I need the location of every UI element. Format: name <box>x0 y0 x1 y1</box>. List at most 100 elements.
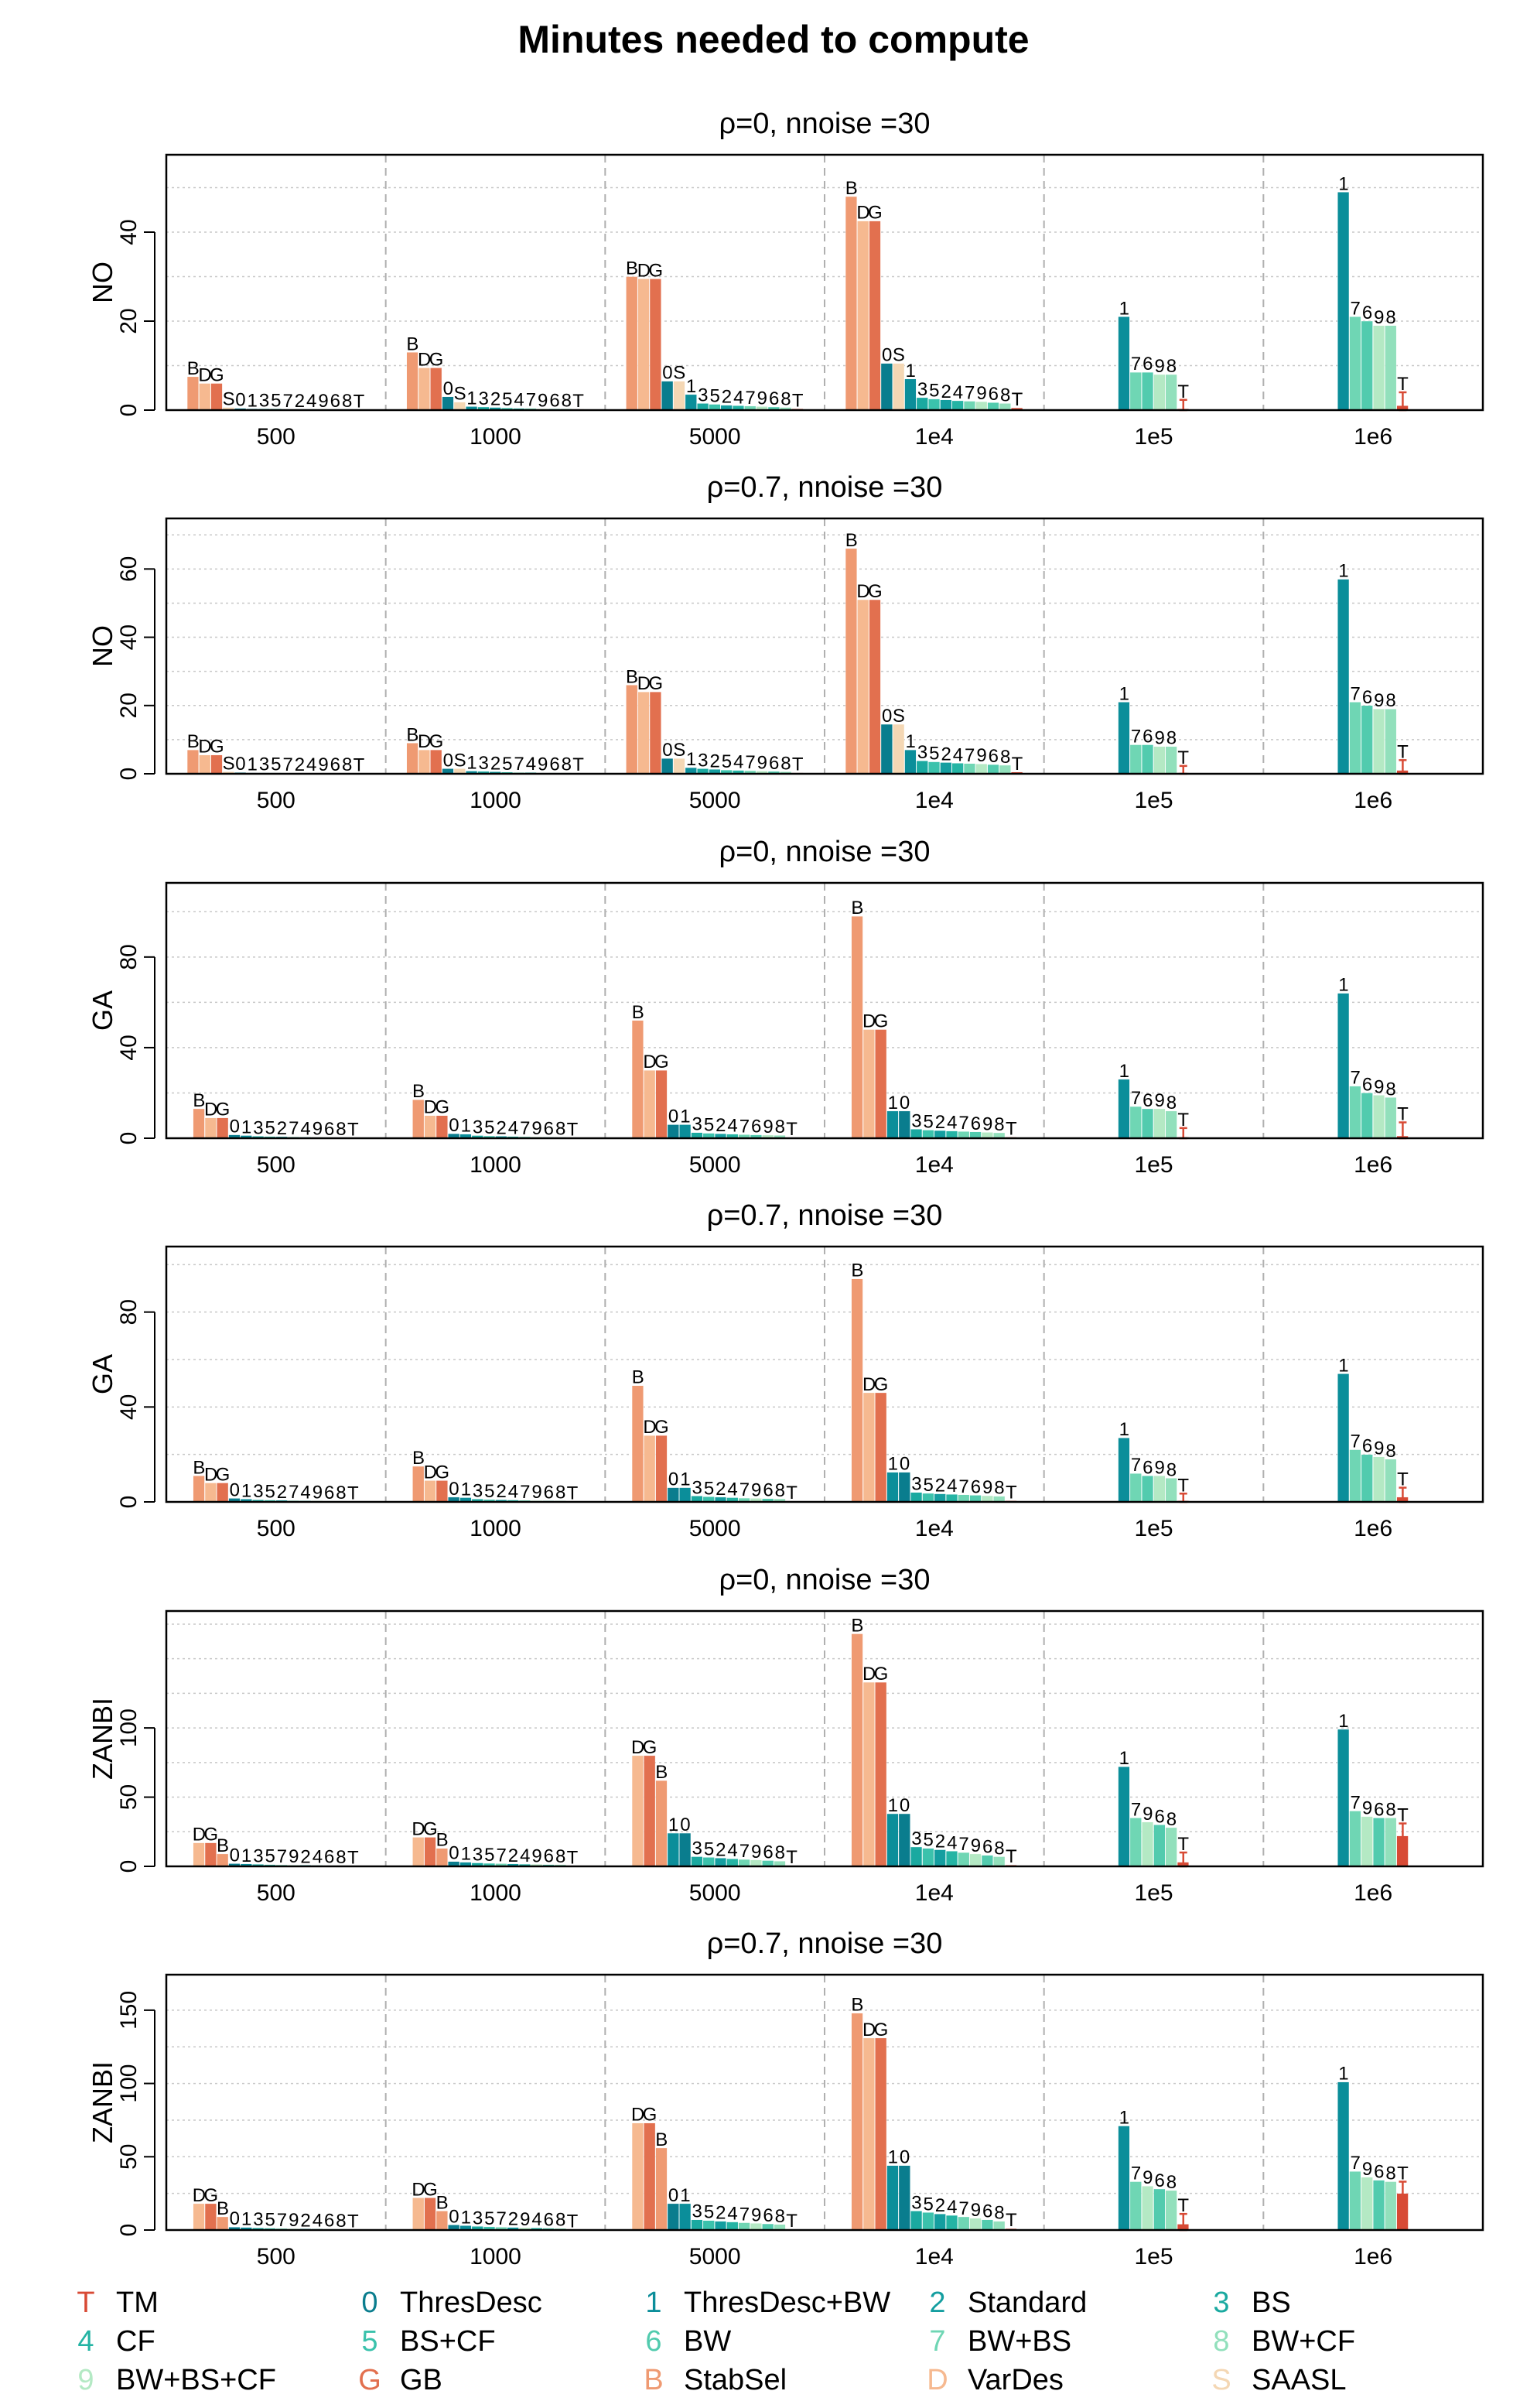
bar-gb <box>644 2122 656 2231</box>
y-tick-label: 40 <box>116 219 142 245</box>
bar-vardes <box>204 1117 217 1139</box>
bar-bw <box>1361 1093 1373 1139</box>
bar-label: 6 <box>1143 727 1153 747</box>
bar-label: 4 <box>313 2210 323 2231</box>
bar-label: 6 <box>989 384 999 405</box>
bar-vardes <box>193 1842 205 1867</box>
bar-label: B <box>851 1615 863 1636</box>
bar-label: 2 <box>295 754 305 775</box>
panel-frame <box>165 881 1484 1140</box>
bar-label: 5 <box>271 754 281 775</box>
bar-label: 8 <box>1385 1079 1395 1100</box>
bar-label: 8 <box>1385 1799 1395 1820</box>
bar-label: 5 <box>265 1482 275 1503</box>
legend-code: 7 <box>929 2325 945 2358</box>
bar-label: 6 <box>971 1113 981 1134</box>
bar-label: 5 <box>271 390 281 411</box>
bar-label: S <box>223 753 235 774</box>
bar-label: 8 <box>1385 2163 1395 2184</box>
bar-thresdesc-bw <box>1118 1437 1130 1503</box>
bar-label: 4 <box>514 390 524 411</box>
legend-label: BW+BS <box>968 2325 1071 2358</box>
bar-label: 6 <box>324 1483 334 1503</box>
bar-label: B <box>412 1081 425 1102</box>
bar-label: D <box>193 1825 206 1845</box>
bar-label: 5 <box>484 1117 494 1138</box>
bar-thresdesc <box>661 381 674 411</box>
x-tick-label: 5000 <box>689 1880 741 1906</box>
bar-label: 9 <box>318 754 328 775</box>
bar-bw <box>1141 1476 1154 1503</box>
bar-label: 6 <box>989 746 999 767</box>
bar-thresdesc-bw <box>1118 702 1130 775</box>
bar-label: 7 <box>277 1846 287 1867</box>
bar-label: 7 <box>496 2208 506 2229</box>
bar-label: B <box>845 178 858 199</box>
bar-label: 1 <box>686 749 696 770</box>
bar-label: 7 <box>1131 727 1141 747</box>
bar-label: 7 <box>739 1479 750 1500</box>
bar-label: 9 <box>318 391 328 412</box>
legend-item-stabsel: B StabSel <box>644 2364 787 2396</box>
y-tick-label: 150 <box>116 1991 142 2030</box>
bar-label: 7 <box>520 1482 530 1503</box>
bar-bw-bs <box>1129 2181 1142 2231</box>
bar-thresdesc-bw <box>886 1472 899 1503</box>
bar-label: 7 <box>1131 354 1141 375</box>
legend-label: Standard <box>968 2287 1087 2319</box>
bar-bw-bs-cf <box>1372 325 1385 411</box>
bar-label: 8 <box>1385 1441 1395 1462</box>
bar-label: 4 <box>727 1479 737 1500</box>
bar-label: 4 <box>727 2204 737 2225</box>
bar-label: 1 <box>1119 1061 1129 1082</box>
legend-label: ThresDesc+BW <box>684 2287 890 2319</box>
legend-label: GB <box>400 2364 442 2396</box>
bar-label: B <box>436 2192 449 2213</box>
bar-thresdesc-bw <box>1337 2081 1350 2231</box>
bar-stabsel <box>193 1108 205 1139</box>
bar-label: 1 <box>1119 2108 1129 2129</box>
bar-label: S <box>454 750 466 771</box>
legend-code: 1 <box>645 2287 661 2319</box>
bar-bw-bs-cf <box>1153 1108 1166 1139</box>
bar-bw-bs-cf <box>1153 1476 1166 1503</box>
bar-label: 1 <box>1338 173 1348 194</box>
bar-label: 2 <box>300 2210 310 2231</box>
bar-thresdesc-bw <box>904 378 917 411</box>
bar-label: 4 <box>953 744 963 765</box>
y-tick-label: 40 <box>116 1035 142 1060</box>
bar-label: T <box>1397 741 1409 762</box>
bar-label: 3 <box>473 2208 483 2228</box>
bar-thresdesc <box>898 1813 910 1867</box>
legend-label: VarDes <box>968 2364 1064 2396</box>
bar-vardes <box>644 1069 656 1139</box>
bar-stabsel <box>851 1633 863 1867</box>
bar-vardes <box>644 1435 656 1503</box>
bar-label: B <box>406 724 418 745</box>
bar-label: 5 <box>265 2210 275 2231</box>
bar-label: 1 <box>906 731 916 752</box>
bar-label: 9 <box>538 390 548 411</box>
bar-label: 8 <box>1000 385 1010 405</box>
bar-bw-bs-cf <box>1372 1456 1385 1503</box>
y-axis-label: ZANBI <box>87 2061 118 2143</box>
bar-label: 9 <box>976 383 986 404</box>
bar-label: 4 <box>508 1118 518 1139</box>
bar-label: 0 <box>668 1469 678 1490</box>
bar-stabsel <box>851 915 863 1139</box>
bar-label: 8 <box>1166 728 1177 749</box>
bar-label: B <box>655 2129 668 2150</box>
y-tick-label: 50 <box>116 1784 142 1810</box>
bar-label: 1 <box>1338 1711 1348 1732</box>
bar-label: 3 <box>473 1480 483 1501</box>
bar-label: 0 <box>230 1479 240 1500</box>
bar-label: 3 <box>698 385 708 405</box>
bar-bw-bs-cf <box>1153 746 1166 775</box>
bar-label: 8 <box>336 1119 346 1140</box>
panel-title: ρ=0, nnoise =30 <box>719 1564 930 1596</box>
bar-thresdesc-bw <box>886 2165 899 2231</box>
bar-label: 9 <box>531 1118 541 1139</box>
bar-label: 7 <box>526 390 536 411</box>
legend-item-standard: 2 Standard <box>929 2287 1087 2319</box>
